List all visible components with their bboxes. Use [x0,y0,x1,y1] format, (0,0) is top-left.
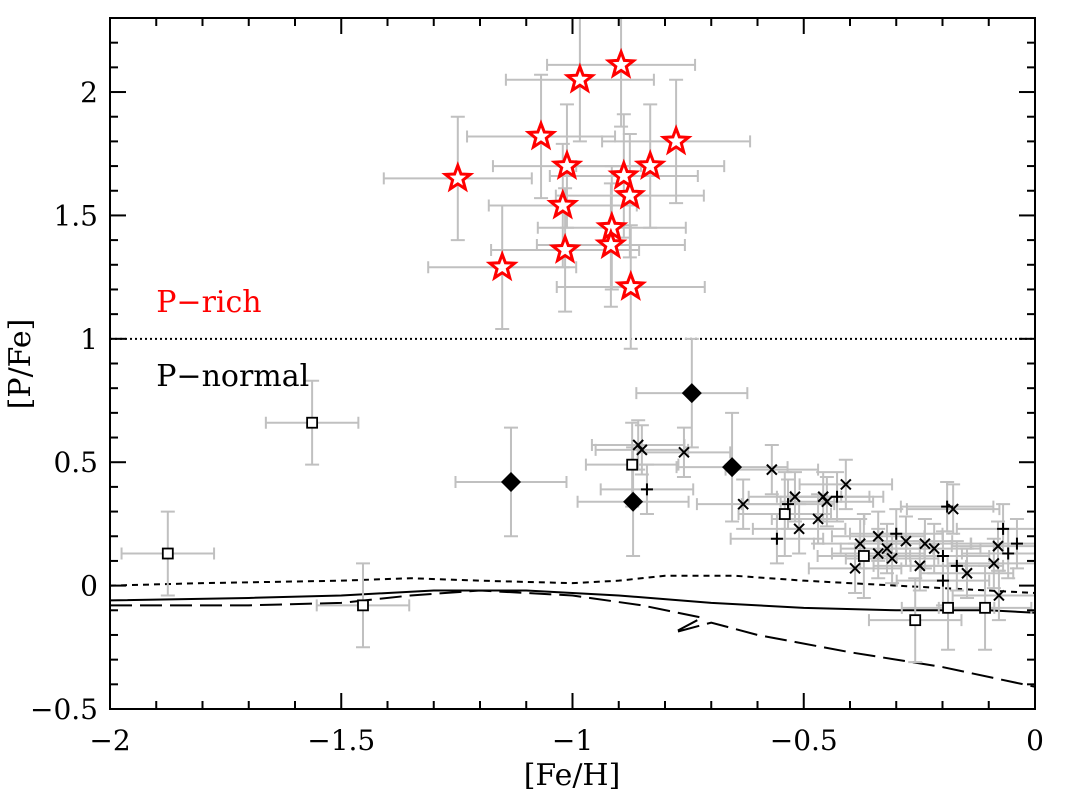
model-lines [110,337,1035,688]
x-marker [961,567,973,579]
star-marker [563,62,597,94]
plus-marker [640,483,653,496]
y-tick-label: 2 [80,76,98,109]
x-marker [988,557,1000,570]
x-marker [789,491,801,503]
model-line-short-dashed [110,574,1035,595]
diamond-marker [681,383,702,404]
model-line-solid [110,589,1035,614]
x-axis-label: [Fe/H] [524,758,621,793]
x-marker [636,444,648,456]
x-marker [678,446,690,459]
x-marker [919,537,931,550]
y-tick-label: 0 [80,570,98,603]
star-marker [550,148,584,181]
x-tick-label: −1.5 [307,724,375,757]
star-marker [633,148,667,181]
x-marker [737,498,749,510]
plus-marker [941,500,954,513]
square-marker [857,550,870,562]
x-marker [840,478,852,491]
x-marker [812,513,824,525]
x-tick-label: −2 [89,724,130,757]
star-marker [548,232,582,264]
square-marker [942,601,954,614]
square-marker [979,601,991,614]
x-marker [881,542,893,555]
square-marker [909,614,922,627]
model-line-long-dashed [110,589,1035,688]
star-marker [659,124,693,156]
star-marker [613,178,647,210]
plus-marker [770,532,783,545]
plus-marker [997,522,1010,535]
axes: −2 −1.5 −1 −0.5 0 −0.5 0 0.5 1 1.5 2 [30,17,1044,757]
star-marker [524,119,558,151]
diamond-marker [623,491,644,512]
plus-marker [1002,547,1015,560]
square-marker [778,508,791,520]
plus-marker [950,559,963,572]
plus-marker [782,498,795,511]
x-marker [854,537,866,550]
square-marker [626,458,639,471]
x-marker [766,463,778,476]
x-tick-label: −0.5 [770,724,838,757]
x-marker [928,542,940,555]
square-marker [357,599,369,612]
star-marker [441,161,475,193]
x-marker [993,589,1005,602]
annotation-label: P−normal [156,359,309,394]
square-marker [306,416,319,429]
x-marker [793,523,805,535]
y-axis-label: [P/Fe] [3,319,38,410]
y-tick-label: 1 [80,323,98,356]
plus-marker [1010,537,1023,550]
star-marker [614,269,648,301]
x-marker [849,562,861,575]
x-marker [992,540,1004,552]
data-points: P−rich P−normal [156,47,1023,627]
y-tick-label: 1.5 [53,199,98,232]
square-marker [161,547,174,560]
diamond-marker [500,471,521,492]
star-marker [594,227,628,260]
star-marker [546,188,580,220]
y-tick-label: −0.5 [30,693,98,726]
plus-marker [890,527,903,540]
x-marker [872,530,884,542]
x-tick-label: −1 [552,724,593,757]
star-marker [604,47,638,79]
x-marker [900,535,912,547]
x-marker [821,495,833,508]
plus-marker [936,549,949,562]
x-marker [914,560,926,572]
star-marker [607,158,641,190]
diamond-marker [722,457,743,478]
y-tick-label: 0.5 [53,446,98,479]
annotation-label: P−rich [156,285,261,320]
x-marker [886,552,898,565]
x-tick-label: 0 [1026,724,1044,757]
x-marker [872,547,884,560]
plus-marker [936,574,949,587]
star-marker [485,250,519,282]
plus-marker [831,490,844,503]
